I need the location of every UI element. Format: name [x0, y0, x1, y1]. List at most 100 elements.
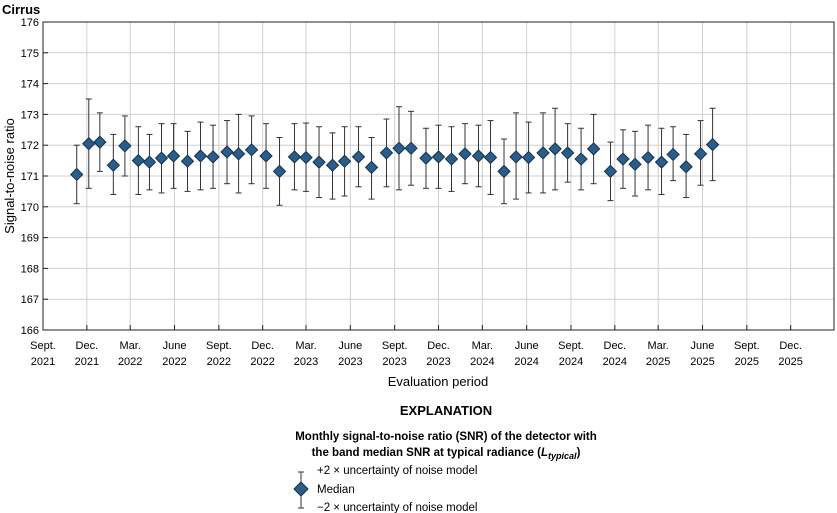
median-point: [70, 167, 84, 182]
x-tick-label: 2024: [470, 356, 494, 368]
x-tick-label: Sept.: [734, 340, 760, 352]
median-point: [379, 146, 394, 160]
median-point: [131, 153, 146, 168]
median-point: [325, 158, 340, 172]
y-tick-label: 172: [21, 140, 39, 152]
desc-line2-prefix: the band median SNR at typical radiance …: [312, 447, 542, 459]
x-tick-label: 2023: [294, 356, 318, 368]
y-tick-label: 176: [21, 17, 39, 29]
median-point: [693, 147, 708, 161]
median-point: [392, 141, 406, 155]
x-axis: Sept. 2021 Dec. 2021 Mar. 2022 June 2022 Sept. 20…: [30, 325, 803, 368]
x-tick-label: June: [338, 340, 362, 352]
x-tick-label: Sept.: [382, 340, 408, 352]
median-point: [231, 147, 246, 161]
median-point: [180, 154, 195, 168]
y-axis: 166 167 168 169 170 171 172 173 174 175 176: [21, 17, 48, 337]
median-point: [351, 150, 366, 164]
median-point: [287, 150, 302, 164]
chart-title: Cirrus: [2, 2, 40, 17]
median-point: [654, 155, 669, 169]
x-tick-label: 2025: [646, 356, 670, 368]
median-point: [272, 164, 287, 179]
x-tick-label: 2024: [514, 356, 538, 368]
median-point: [666, 147, 680, 162]
x-tick-label: 2024: [603, 356, 627, 368]
median-point: [193, 149, 208, 163]
x-tick-label: Mar.: [472, 340, 493, 352]
median-point: [603, 164, 618, 179]
median-point: [483, 150, 498, 165]
x-tick-label: June: [163, 340, 187, 352]
x-tick-label: Dec.: [76, 340, 99, 352]
median-point: [118, 139, 132, 153]
median-point: [586, 142, 601, 156]
median-point: [641, 150, 655, 165]
x-tick-label: 2022: [162, 356, 186, 368]
x-axis-title: Evaluation period: [388, 374, 488, 389]
x-tick-label: Sept.: [558, 340, 584, 352]
legend-median-diamond: [293, 481, 309, 497]
median-markers: [70, 135, 720, 182]
plot-frame: [42, 21, 835, 331]
median-point: [419, 151, 433, 165]
x-tick-label: Dec.: [251, 340, 274, 352]
y-tick-label: 169: [21, 233, 39, 245]
explanation-desc-line1: Monthly signal-to-noise ratio (SNR) of t…: [295, 431, 597, 443]
y-axis-title: Signal-to-noise ratio: [2, 118, 17, 234]
x-tick-label: Mar.: [647, 340, 668, 352]
median-point: [509, 150, 523, 164]
y-tick-label: 174: [21, 79, 39, 91]
x-tick-label: 2023: [382, 356, 406, 368]
median-point: [616, 152, 630, 166]
median-point: [82, 136, 96, 151]
x-tick-label: Mar.: [295, 340, 316, 352]
desc-line2-subscript: typical: [548, 451, 577, 461]
y-tick-label: 167: [21, 294, 39, 306]
y-tick-label: 170: [21, 202, 39, 214]
median-point: [458, 147, 472, 161]
median-point: [679, 160, 693, 174]
median-point: [299, 150, 313, 165]
explanation-heading: EXPLANATION: [400, 403, 492, 418]
x-tick-label: 2025: [778, 356, 802, 368]
median-point: [521, 150, 536, 165]
x-tick-label: 2022: [250, 356, 274, 368]
desc-line2-symbol: L: [541, 447, 548, 459]
median-point: [574, 152, 588, 166]
explanation: EXPLANATION Monthly signal-to-noise rati…: [293, 403, 597, 513]
y-tick-label: 175: [21, 48, 39, 60]
median-point: [560, 146, 575, 160]
median-point: [536, 146, 550, 160]
median-point: [154, 151, 169, 165]
median-point: [337, 154, 352, 168]
median-point: [142, 155, 157, 169]
x-tick-label: Dec.: [604, 340, 627, 352]
median-point: [431, 150, 446, 164]
median-point: [444, 152, 459, 166]
x-tick-label: 2025: [735, 356, 759, 368]
median-point: [705, 137, 720, 152]
median-point: [364, 160, 379, 175]
median-point: [548, 142, 562, 156]
y-tick-label: 173: [21, 109, 39, 121]
x-tick-label: 2025: [690, 356, 714, 368]
median-point: [244, 143, 259, 157]
x-tick-label: 2021: [31, 356, 55, 368]
y-tick-label: 168: [21, 263, 39, 275]
median-point: [93, 135, 107, 149]
median-point: [220, 145, 234, 159]
median-point: [166, 149, 181, 163]
x-tick-label: 2022: [118, 356, 142, 368]
median-point: [497, 164, 511, 179]
x-tick-label: Dec.: [427, 340, 450, 352]
legend-lower-label: −2 × uncertainty of noise model: [317, 502, 477, 513]
median-point: [259, 149, 273, 163]
x-tick-label: June: [515, 340, 539, 352]
y-tick-label: 166: [21, 325, 39, 337]
x-tick-label: Mar.: [119, 340, 140, 352]
x-tick-label: Sept.: [206, 340, 232, 352]
x-tick-label: 2021: [75, 356, 99, 368]
x-tick-label: Dec.: [779, 340, 802, 352]
